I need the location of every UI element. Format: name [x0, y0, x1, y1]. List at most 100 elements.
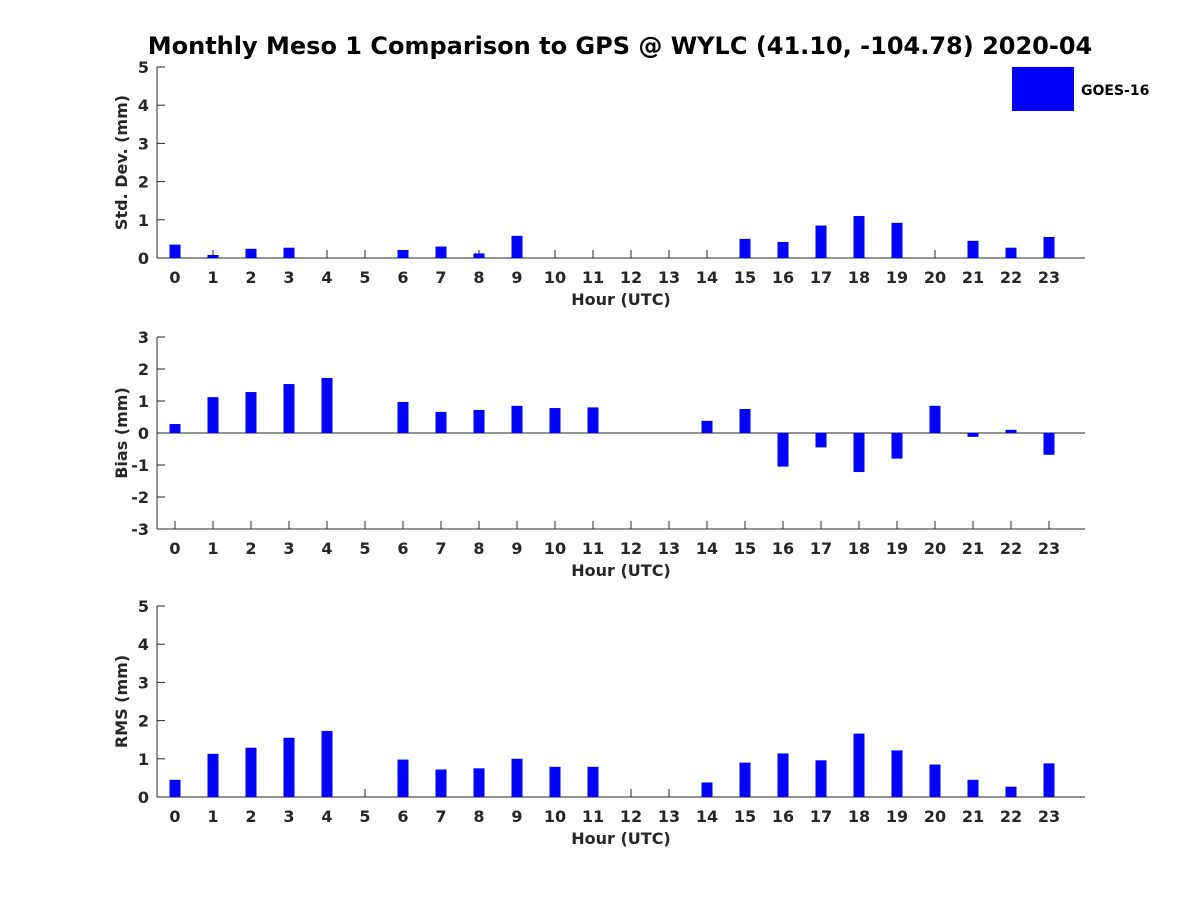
y-tick-label: 1	[138, 211, 149, 230]
bar	[169, 779, 181, 797]
x-tick-label: 1	[207, 268, 218, 287]
x-tick-label: 9	[511, 807, 522, 826]
x-tick-label: 18	[848, 539, 870, 558]
bar	[777, 753, 789, 797]
x-tick-label: 17	[810, 268, 832, 287]
x-tick-label: 6	[397, 268, 408, 287]
bar	[967, 240, 979, 258]
x-tick-label: 14	[696, 807, 718, 826]
bar	[853, 733, 865, 797]
y-tick-label: 4	[138, 635, 149, 654]
y-tick-label: 5	[138, 58, 149, 77]
y-tick-label: 2	[138, 173, 149, 192]
x-tick-label: 23	[1038, 268, 1060, 287]
bar	[891, 222, 903, 258]
bar	[283, 384, 295, 433]
x-tick-label: 15	[734, 539, 756, 558]
bar	[169, 244, 181, 258]
bar	[701, 782, 713, 797]
x-tick-label: 16	[772, 268, 794, 287]
bar	[1043, 433, 1055, 455]
x-tick-label: 11	[582, 539, 604, 558]
y-tick-label: 0	[138, 424, 149, 443]
x-tick-label: 0	[169, 807, 180, 826]
x-tick-label: 11	[582, 807, 604, 826]
x-tick-label: 19	[886, 268, 908, 287]
bar	[321, 377, 333, 433]
y-tick-label: 2	[138, 712, 149, 731]
x-tick-label: 7	[435, 268, 446, 287]
y-tick-label: 0	[138, 788, 149, 807]
x-tick-label: 9	[511, 268, 522, 287]
x-tick-label: 22	[1000, 268, 1022, 287]
x-tick-label: 7	[435, 807, 446, 826]
x-tick-label: 14	[696, 268, 718, 287]
x-tick-label: 2	[245, 268, 256, 287]
y-tick-label: 0	[138, 249, 149, 268]
x-tick-label: 18	[848, 268, 870, 287]
x-tick-label: 19	[886, 539, 908, 558]
bar	[1005, 786, 1017, 797]
x-tick-label: 5	[359, 539, 370, 558]
bar	[967, 433, 979, 437]
x-axis-label: Hour (UTC)	[571, 829, 671, 848]
bar	[397, 249, 409, 258]
bar	[815, 433, 827, 448]
x-tick-label: 15	[734, 807, 756, 826]
x-tick-label: 6	[397, 539, 408, 558]
bar	[397, 401, 409, 433]
bar	[397, 759, 409, 797]
x-tick-label: 2	[245, 807, 256, 826]
x-tick-label: 7	[435, 539, 446, 558]
x-tick-label: 20	[924, 268, 946, 287]
x-tick-label: 3	[283, 539, 294, 558]
bar	[435, 411, 447, 433]
x-tick-label: 8	[473, 268, 484, 287]
x-tick-label: 12	[620, 807, 642, 826]
x-tick-label: 23	[1038, 807, 1060, 826]
bar	[739, 409, 751, 433]
bar	[1043, 763, 1055, 797]
x-tick-label: 4	[321, 539, 332, 558]
y-tick-label: 5	[138, 597, 149, 616]
x-tick-label: 16	[772, 807, 794, 826]
x-tick-label: 3	[283, 807, 294, 826]
bar	[1043, 236, 1055, 258]
x-tick-label: 18	[848, 807, 870, 826]
bar	[473, 409, 485, 433]
x-tick-label: 13	[658, 539, 680, 558]
x-tick-label: 20	[924, 807, 946, 826]
bar	[207, 254, 219, 258]
bar	[511, 758, 523, 797]
x-tick-label: 8	[473, 807, 484, 826]
bar	[435, 246, 447, 258]
bar	[891, 433, 903, 459]
bar	[587, 766, 599, 797]
bar	[549, 766, 561, 797]
bar	[739, 238, 751, 258]
bar	[511, 235, 523, 258]
y-axis-label: Std. Dev. (mm)	[112, 95, 131, 230]
x-tick-label: 16	[772, 539, 794, 558]
x-tick-label: 23	[1038, 539, 1060, 558]
bar	[245, 248, 257, 258]
x-tick-label: 0	[169, 268, 180, 287]
chart-title: Monthly Meso 1 Comparison to GPS @ WYLC …	[148, 32, 1092, 60]
x-tick-label: 13	[658, 807, 680, 826]
x-tick-label: 0	[169, 539, 180, 558]
x-tick-label: 8	[473, 539, 484, 558]
bar	[853, 215, 865, 258]
x-tick-label: 21	[962, 539, 984, 558]
bar	[587, 407, 599, 433]
x-tick-label: 22	[1000, 539, 1022, 558]
legend-label: GOES-16	[1081, 83, 1149, 99]
x-tick-label: 13	[658, 268, 680, 287]
x-tick-label: 14	[696, 539, 718, 558]
bar	[891, 750, 903, 797]
y-tick-label: 2	[138, 360, 149, 379]
bar	[967, 779, 979, 797]
legend: GOES-16	[1012, 67, 1149, 111]
bar	[853, 433, 865, 473]
